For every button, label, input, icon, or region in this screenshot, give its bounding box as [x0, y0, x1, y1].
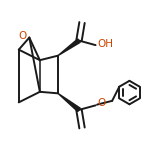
Text: O: O — [18, 31, 27, 41]
Polygon shape — [58, 93, 80, 112]
Polygon shape — [58, 39, 80, 56]
Text: O: O — [98, 98, 106, 108]
Text: OH: OH — [98, 39, 114, 49]
